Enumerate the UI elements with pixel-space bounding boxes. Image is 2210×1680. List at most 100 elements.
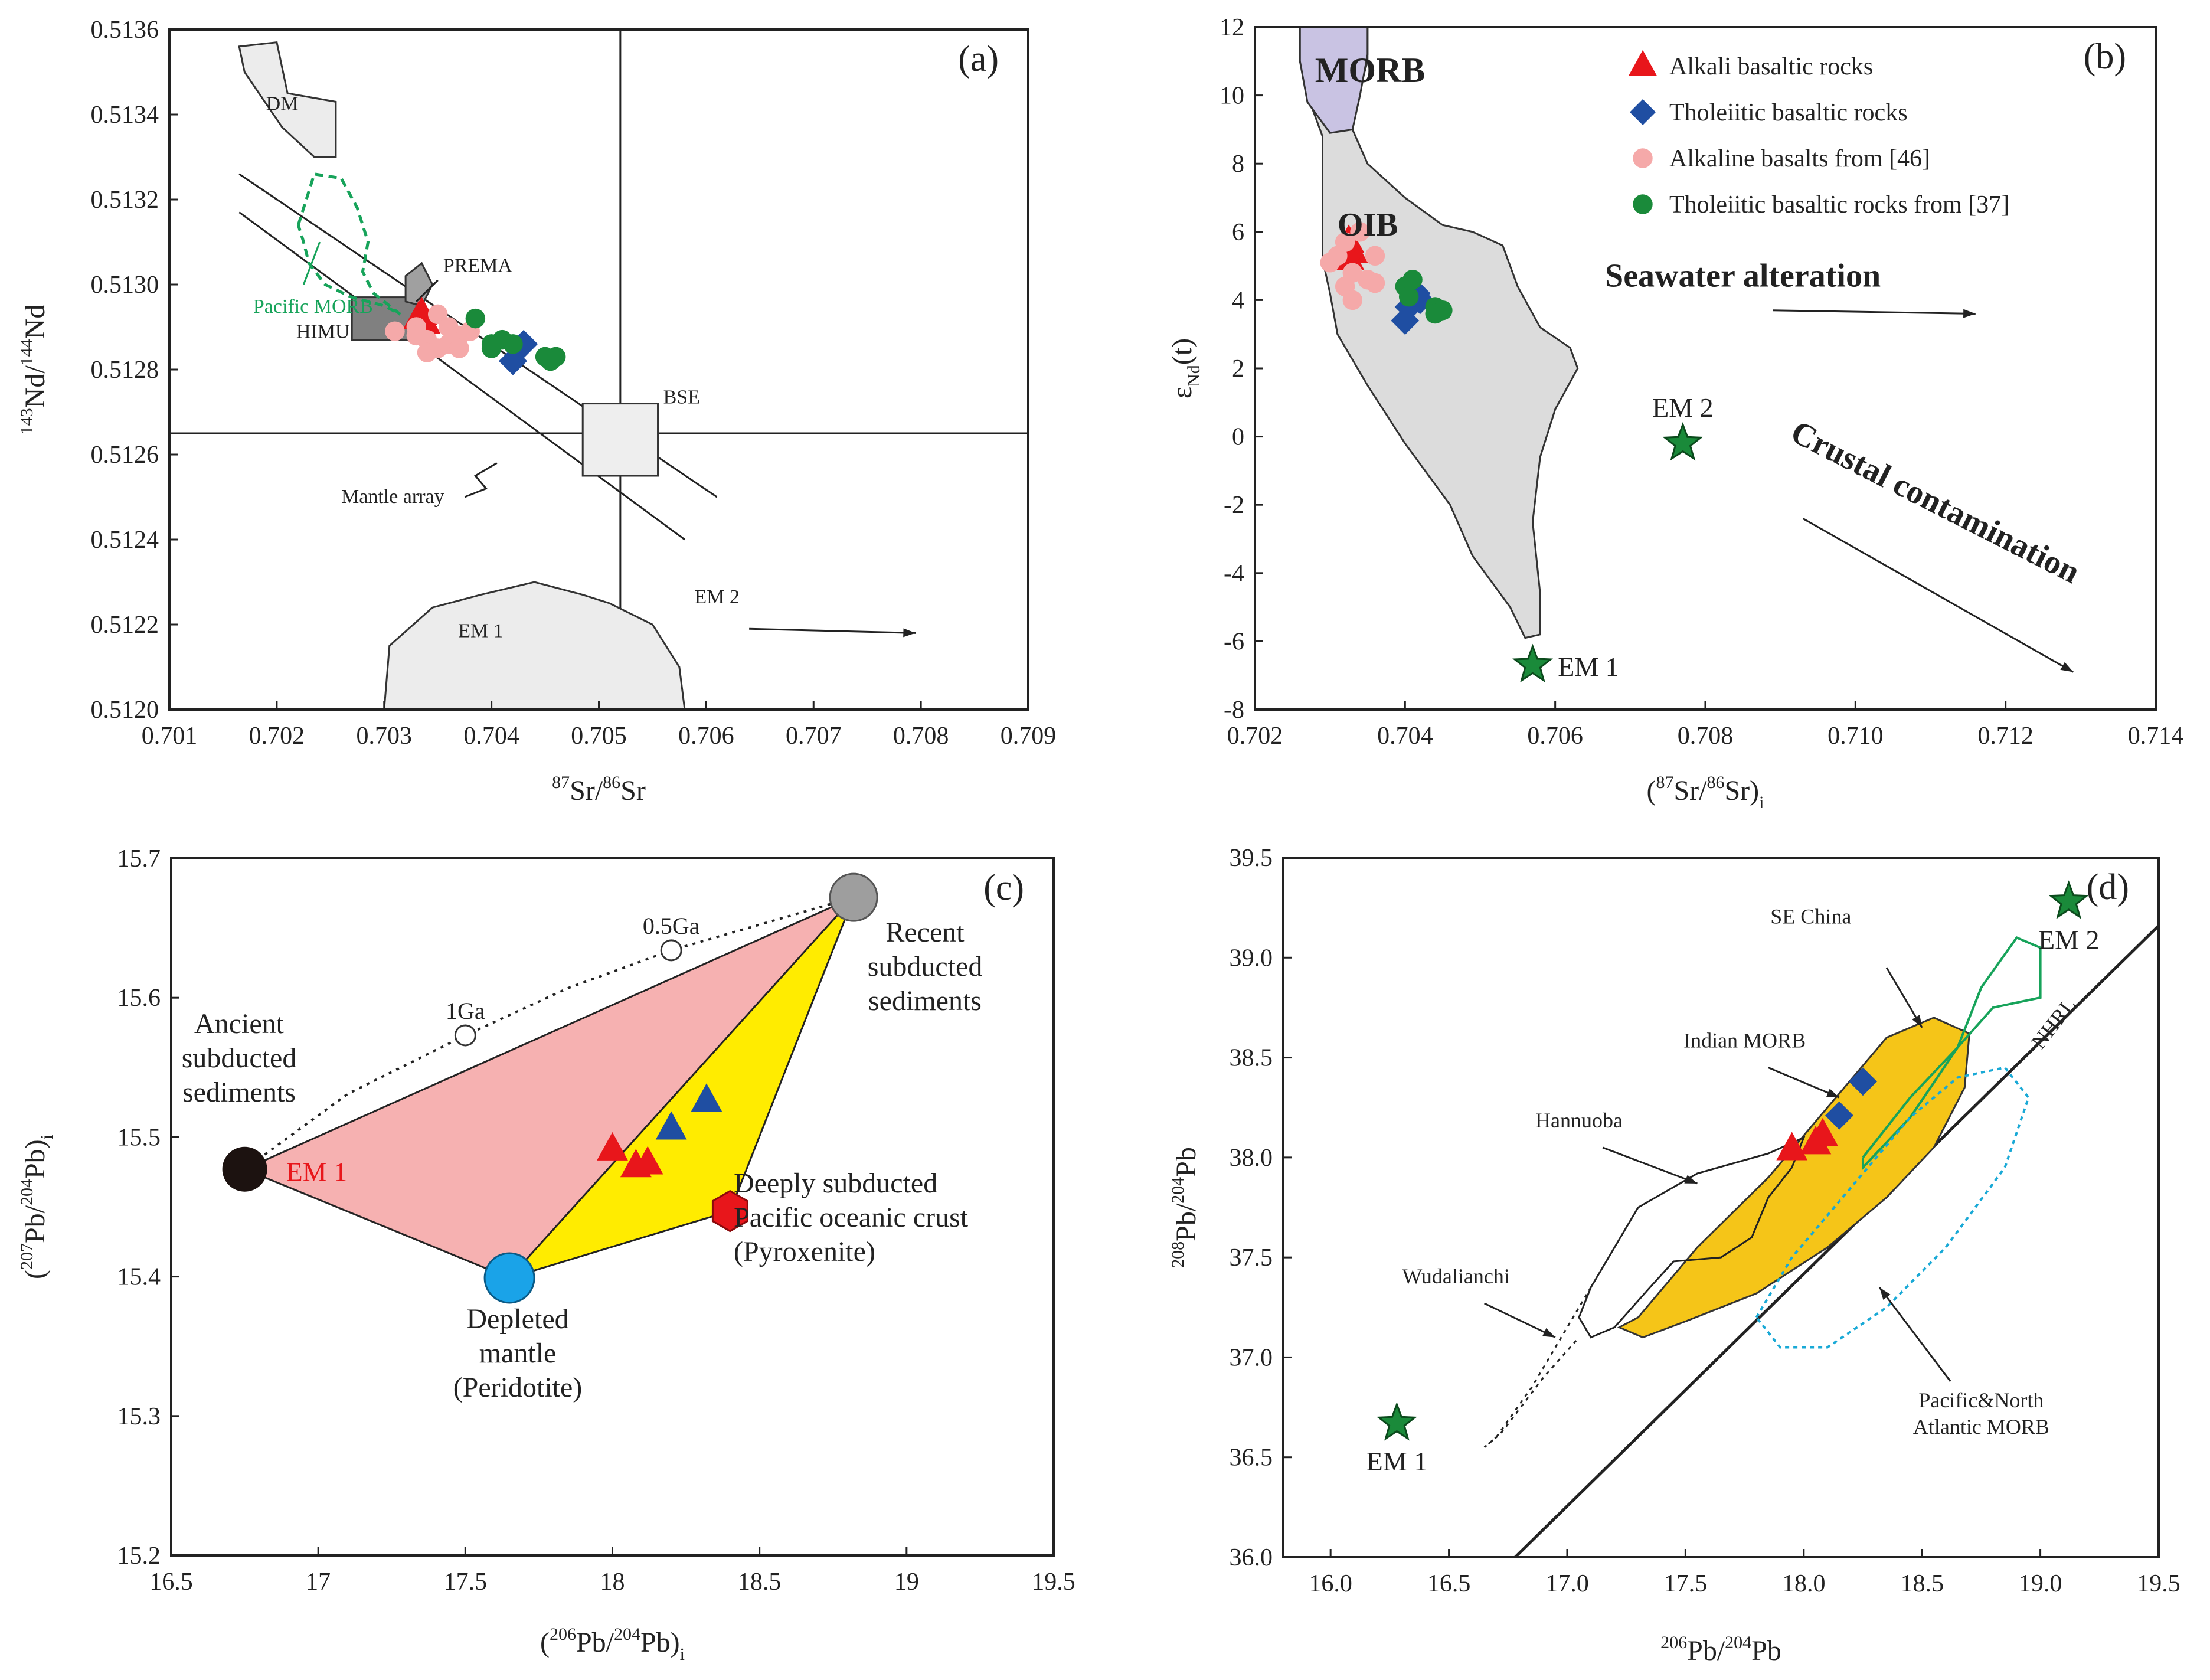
seawater-arrow bbox=[1773, 309, 1976, 315]
x-tick-label: 0.714 bbox=[2128, 723, 2184, 750]
em1-label: EM 1 bbox=[1558, 652, 1619, 682]
prema-leader bbox=[416, 279, 439, 302]
y-tick-label: 38.0 bbox=[1230, 1145, 1273, 1172]
y-tick-label: 8 bbox=[1232, 151, 1244, 178]
age-05ga-label: 0.5Ga bbox=[643, 913, 700, 939]
x-axis-label: (87Sr/86Sr)i bbox=[1646, 773, 1764, 812]
y-tick-label: 0.5130 bbox=[91, 272, 159, 299]
hannuoba-label: Hannuoba bbox=[1535, 1109, 1623, 1132]
em1-endmember bbox=[222, 1146, 267, 1192]
crustal-group: Crustal contamination bbox=[1785, 414, 2085, 591]
y-axis-label: (207Pb/204Pb)i bbox=[17, 1135, 57, 1279]
pacific-atlantic-morb-label: Pacific&North bbox=[1918, 1388, 2044, 1412]
x-tick-label: 19.5 bbox=[1032, 1568, 1075, 1596]
data-point bbox=[1776, 1132, 1808, 1161]
y-tick-label: 37.5 bbox=[1230, 1244, 1273, 1272]
plot-frame bbox=[1282, 857, 2160, 1558]
y-tick-label: 0.5124 bbox=[91, 527, 159, 554]
x-axis-label: (206Pb/204Pb)i bbox=[540, 1625, 685, 1664]
x-tick-label: 17.5 bbox=[1664, 1570, 1708, 1597]
recent-sediments-label: Recent bbox=[885, 917, 965, 948]
x-tick-label: 18.0 bbox=[1782, 1570, 1826, 1597]
x-axis-label: 87Sr/86Sr bbox=[552, 773, 646, 806]
y-tick-label: 38.5 bbox=[1230, 1045, 1273, 1072]
x-tick-label: 0.705 bbox=[571, 723, 627, 750]
y-axis-label-group: 143Nd/144Nd bbox=[17, 305, 51, 435]
nhrl-group: NHRL bbox=[2026, 993, 2081, 1053]
panel-a-fields bbox=[169, 30, 1028, 710]
data-point bbox=[406, 325, 427, 346]
himu-box bbox=[351, 296, 417, 341]
panel-label: (d) bbox=[2087, 867, 2129, 907]
pyroxenite-endmember bbox=[711, 1189, 748, 1233]
depleted-mantle-label: mantle bbox=[479, 1338, 557, 1369]
y-tick-label: 0.5122 bbox=[91, 612, 159, 639]
legend-entry: Tholeiitic basaltic rocks from [37] bbox=[1669, 191, 2009, 218]
data-point bbox=[385, 321, 405, 341]
x-tick-label: 16.0 bbox=[1309, 1570, 1352, 1597]
pacific-atlantic-morb-label: Atlantic MORB bbox=[1913, 1415, 2049, 1439]
series-3 bbox=[465, 308, 566, 371]
y-tick-label: 0 bbox=[1232, 424, 1244, 451]
legend-entry: Tholeiitic basaltic rocks bbox=[1669, 99, 1908, 126]
panel-a: DM PREMA Pacific MORB HIMU BSE Mantle array EM… bbox=[17, 17, 1056, 806]
recent-sediments-label: sediments bbox=[868, 985, 982, 1017]
x-tick-label: 0.706 bbox=[678, 723, 734, 750]
pyroxenite-label: (Pyroxenite) bbox=[734, 1236, 875, 1267]
y-tick-label: 0.5126 bbox=[91, 442, 159, 469]
endmember-star bbox=[1376, 1401, 1417, 1441]
x-tick-label: 0.707 bbox=[786, 723, 842, 750]
x-tick-label: 17.5 bbox=[444, 1568, 488, 1596]
age-05ga-marker bbox=[660, 939, 682, 962]
wudalianchi-arrow-head bbox=[1542, 1328, 1555, 1338]
y-tick-label: 15.4 bbox=[117, 1264, 161, 1291]
y-tick-label: -8 bbox=[1224, 697, 1244, 724]
y-tick-label: -2 bbox=[1224, 492, 1244, 519]
y-tick-label: 36.0 bbox=[1230, 1544, 1273, 1571]
pacific-atlantic-morb-arrow bbox=[1878, 1287, 1951, 1382]
prema-label: PREMA bbox=[443, 254, 513, 276]
tick-labels: 0.702 0.704 0.706 0.708 0.710 0.712 0.714 -8 -6 -… bbox=[1220, 14, 2183, 750]
y-tick-label: 15.5 bbox=[117, 1124, 161, 1151]
pacific-morb-label: Pacific MORB bbox=[253, 296, 373, 318]
data-point bbox=[1398, 286, 1419, 307]
depleted-mantle-label: Depleted bbox=[466, 1303, 568, 1335]
y-tick-label: 6 bbox=[1232, 219, 1244, 246]
wudalianchi-label: Wudalianchi bbox=[1402, 1264, 1509, 1288]
data-point bbox=[655, 1111, 687, 1140]
data-point bbox=[1328, 246, 1348, 266]
y-tick-label: 0.5120 bbox=[91, 697, 159, 724]
x-axis-label: 206Pb/204Pb bbox=[1660, 1633, 1781, 1666]
nhrl-line bbox=[1514, 924, 2159, 1557]
y-tick-label: 15.2 bbox=[117, 1542, 161, 1570]
ancient-sediments-label: subducted bbox=[182, 1042, 297, 1074]
x-tick-label: 0.702 bbox=[1227, 723, 1283, 750]
wudalianchi-outline bbox=[1483, 1287, 1592, 1448]
y-tick-label: 2 bbox=[1232, 355, 1244, 383]
em2-label: EM 2 bbox=[1652, 393, 1714, 423]
morb-label: MORB bbox=[1315, 51, 1426, 90]
panel-b-fields bbox=[1299, 27, 1579, 639]
recent-sediment-endmember bbox=[829, 872, 878, 922]
legend: Alkali basaltic rocks Tholeiitic basaltic… bbox=[1628, 50, 2009, 218]
pacific-atlantic-morb-outline bbox=[1755, 1066, 2030, 1349]
data-point bbox=[499, 347, 527, 375]
data-point bbox=[503, 334, 523, 354]
em1-label: EM 1 bbox=[286, 1157, 348, 1187]
y-tick-label: 0.5134 bbox=[91, 102, 159, 129]
y-tick-label: 12 bbox=[1220, 14, 1244, 41]
data-point bbox=[481, 338, 502, 358]
depleted-mantle-label: (Peridotite) bbox=[453, 1372, 583, 1403]
x-tick-label: 0.703 bbox=[357, 723, 413, 750]
panel-d: SE China Indian MORB Hannuoba Wudalianchi Pa… bbox=[1168, 845, 2180, 1666]
y-tick-label: -4 bbox=[1224, 560, 1244, 587]
data-point bbox=[1402, 270, 1423, 290]
tick-labels: 0.701 0.702 0.703 0.704 0.705 0.706 0.707 0.708… bbox=[91, 17, 1057, 750]
dm-field bbox=[238, 41, 337, 158]
x-tick-label: 18.5 bbox=[1900, 1570, 1944, 1597]
data-point bbox=[1807, 1117, 1839, 1146]
legend-marker bbox=[1630, 99, 1656, 125]
y-tick-label: -6 bbox=[1224, 628, 1244, 655]
